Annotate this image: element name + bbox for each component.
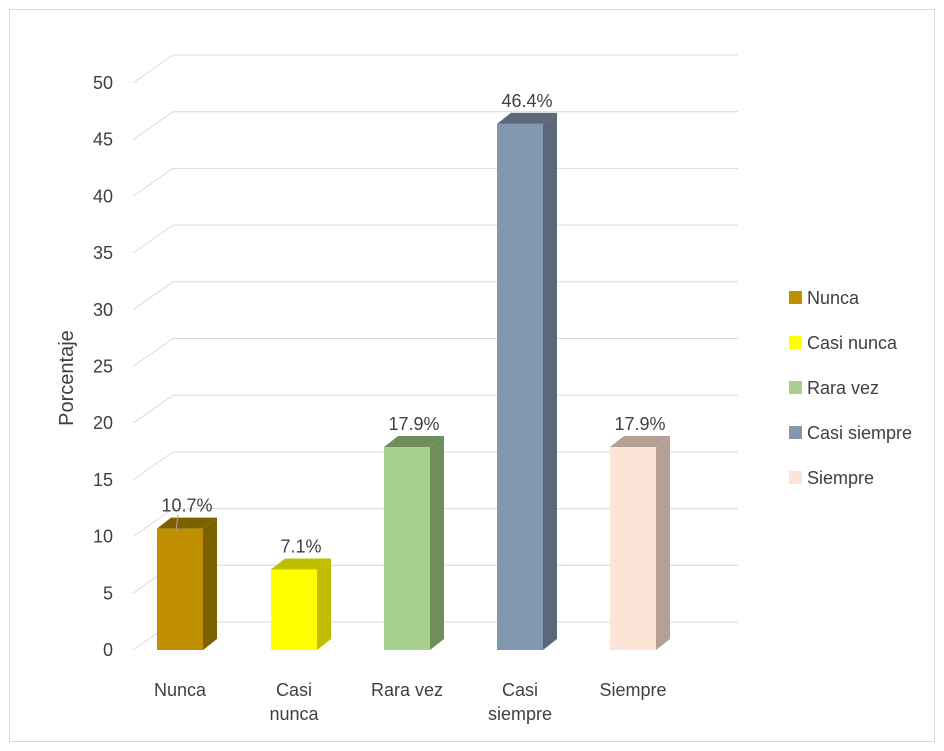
bar-top [610, 436, 670, 448]
bar-casi-nunca: 7.1% [271, 536, 331, 650]
y-tick-label: 50 [93, 73, 113, 93]
label-leader-line [175, 514, 179, 531]
y-tick-label: 0 [103, 640, 113, 660]
y-tick-label: 10 [93, 527, 113, 547]
data-label: 17.9% [388, 414, 439, 434]
legend-swatch [789, 471, 802, 484]
bar-front [497, 123, 543, 651]
y-axis-title: Porcentaje [56, 330, 78, 426]
bar-side [543, 112, 557, 651]
gridline [132, 338, 738, 367]
legend-swatch [789, 426, 802, 439]
legend-label: Casi siempre [807, 423, 912, 443]
gridline [132, 54, 738, 84]
bar-rara-vez: 17.9% [384, 414, 444, 650]
bar-side [430, 436, 444, 650]
y-tick-label: 25 [93, 357, 113, 377]
bar-front [271, 569, 317, 650]
legend-label: Rara vez [807, 378, 879, 398]
legend-label: Siempre [807, 468, 874, 488]
gridline [132, 111, 738, 141]
bar-nunca: 10.7% [157, 496, 217, 650]
y-tick-label: 5 [103, 583, 113, 603]
bar-top [497, 112, 557, 124]
gridlines [132, 54, 738, 651]
gridline [132, 281, 738, 311]
legend-label: Nunca [807, 288, 860, 308]
y-tick-label: 35 [93, 243, 113, 263]
y-tick-label: 30 [93, 300, 113, 320]
legend: Nunca Casi nunca Rara vez Casi siempre Siemp… [789, 288, 912, 488]
bar-casi-siempre: 46.4% [497, 91, 557, 651]
bar-top [157, 517, 217, 529]
y-axis-ticks: 0 5 10 15 20 25 30 35 40 45 50 [93, 73, 113, 660]
x-tick-label: Casi nunca [269, 680, 319, 724]
bar-front [610, 447, 656, 650]
bars: 10.7% 7.1% 17.9% 46.4% 17.9% [157, 91, 670, 651]
bar-front [157, 528, 203, 650]
data-label: 17.9% [614, 414, 665, 434]
x-tick-label: Rara vez [371, 680, 443, 700]
bar-side [203, 517, 217, 650]
data-label: 10.7% [161, 496, 212, 516]
bar-front [384, 447, 430, 650]
bar-chart: 0 5 10 15 20 25 30 35 40 45 50 10.7% 7.1% 17.9% 46.4%… [56, 54, 912, 724]
y-tick-label: 40 [93, 186, 113, 206]
x-tick-label: Casi siempre [488, 680, 552, 724]
y-tick-label: 45 [93, 130, 113, 150]
bar-siempre: 17.9% [610, 414, 670, 650]
legend-label: Casi nunca [807, 333, 898, 353]
legend-swatch [789, 336, 802, 349]
legend-item: Rara vez [789, 378, 879, 398]
chart-frame: 0 5 10 15 20 25 30 35 40 45 50 10.7% 7.1% 17.9% 46.4%… [9, 9, 935, 742]
legend-swatch [789, 381, 802, 394]
y-tick-label: 15 [93, 470, 113, 490]
y-tick-label: 20 [93, 413, 113, 433]
legend-item: Nunca [789, 288, 860, 308]
x-tick-label: Siempre [599, 680, 666, 700]
gridline [132, 224, 738, 254]
data-label: 46.4% [501, 91, 552, 111]
legend-item: Siempre [789, 468, 874, 488]
bar-top [384, 436, 444, 448]
legend-item: Casi nunca [789, 333, 898, 353]
x-tick-label: Nunca [154, 680, 207, 700]
gridline [132, 167, 738, 197]
bar-top [271, 558, 331, 570]
legend-swatch [789, 291, 802, 304]
x-axis-ticks: Nunca Casi nunca Rara vez Casi siempre Siempre [154, 680, 667, 724]
legend-item: Casi siempre [789, 423, 912, 443]
bar-side [656, 436, 670, 650]
bar-side [317, 558, 331, 650]
data-label: 7.1% [280, 536, 321, 556]
